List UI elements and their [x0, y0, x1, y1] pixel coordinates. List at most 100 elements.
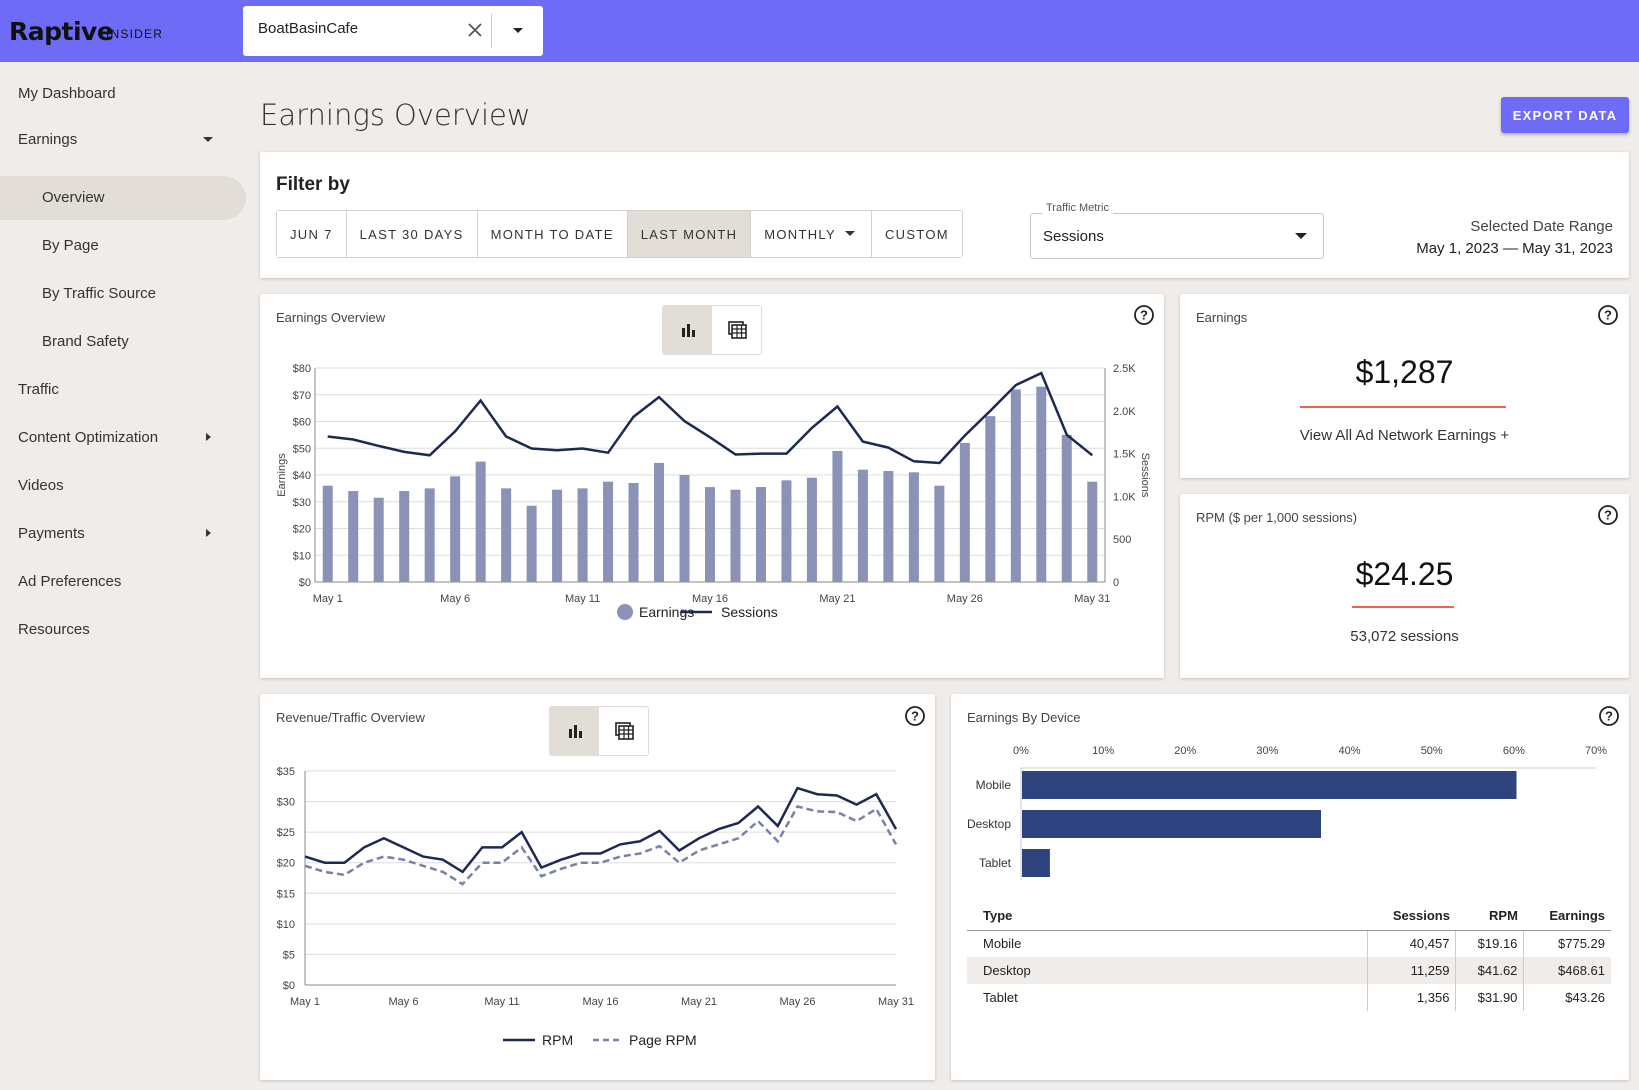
raptive-logo[interactable]: Raptive: [9, 17, 114, 46]
device-bar: [1022, 810, 1321, 838]
page-rpm-line: [304, 805, 898, 886]
view-toggle: [662, 305, 762, 355]
y-tick-label: $25: [277, 827, 295, 839]
y-tick-label: $5: [283, 949, 295, 961]
cell-sessions: 40,457: [1366, 930, 1456, 957]
sidebar-item-traffic[interactable]: Traffic: [0, 368, 246, 412]
column-header-sessions[interactable]: Sessions: [1367, 902, 1456, 931]
y-tick-label: $20: [277, 858, 295, 870]
filter-title: Filter by: [276, 174, 350, 195]
chart-view-button[interactable]: [550, 707, 599, 755]
table-row: Desktop 11,259 $41.62 $468.61: [967, 957, 1611, 984]
clear-icon[interactable]: [461, 16, 489, 44]
filter-card: Filter by JUN 7 LAST 30 DAYS MONTH TO DA…: [260, 152, 1629, 278]
card-title: Earnings: [1196, 310, 1248, 325]
y2-tick-label: 1.5K: [1113, 449, 1136, 461]
y2-tick-label: 2.5K: [1113, 363, 1136, 375]
cell-rpm: $19.16: [1455, 930, 1524, 957]
earnings-bar: [322, 485, 333, 582]
y2-tick-label: 1.0K: [1113, 491, 1136, 503]
sidebar-item-videos[interactable]: Videos: [0, 464, 246, 508]
sidebar-item-ad-preferences[interactable]: Ad Preferences: [0, 560, 246, 604]
sidebar-item-payments[interactable]: Payments: [0, 512, 246, 556]
device-bar: [1022, 849, 1050, 877]
sidebar-item-content-optimization[interactable]: Content Optimization: [0, 416, 246, 460]
x-tick-label: May 1: [313, 593, 343, 605]
help-icon[interactable]: ?: [1133, 304, 1155, 326]
column-header-rpm[interactable]: RPM: [1455, 902, 1524, 931]
sidebar-item-by-traffic-source[interactable]: By Traffic Source: [0, 272, 246, 316]
view-all-ad-network-earnings-link[interactable]: View All Ad Network Earnings +: [1299, 427, 1510, 444]
rpm-stat-card: RPM ($ per 1,000 sessions) ? $24.25 53,0…: [1180, 494, 1629, 678]
column-header-type[interactable]: Type: [967, 902, 1367, 931]
column-header-earnings[interactable]: Earnings: [1523, 902, 1611, 931]
sidebar-item-earnings[interactable]: Earnings: [0, 118, 246, 162]
table-view-button[interactable]: [712, 306, 761, 354]
x-tick-label: May 26: [779, 996, 815, 1008]
device-bar-chart: 0% 10% 20% 30% 40% 50% 60% 70% Mobile Desktop Tabl…: [967, 745, 1607, 880]
x-tick-label: 30%: [1256, 745, 1278, 757]
caret-down-icon: [844, 231, 855, 236]
filter-last-month-button[interactable]: LAST MONTH: [627, 211, 752, 257]
export-data-button[interactable]: EXPORT DATA: [1501, 97, 1629, 133]
filter-custom-button[interactable]: CUSTOM: [871, 211, 962, 257]
table-icon: [727, 321, 747, 339]
legend-label: RPM: [542, 1032, 573, 1048]
sidebar-item-brand-safety[interactable]: Brand Safety: [0, 320, 246, 364]
y-axis-label: Earnings: [276, 453, 288, 497]
y-tick-label: $0: [299, 577, 311, 589]
earnings-bar: [373, 497, 384, 582]
caret-right-icon: [202, 526, 214, 540]
earnings-bar: [1036, 386, 1047, 582]
help-icon[interactable]: ?: [904, 705, 926, 727]
help-icon[interactable]: ?: [1597, 504, 1619, 526]
sidebar-item-by-page[interactable]: By Page: [0, 224, 246, 268]
earnings-bar: [450, 476, 461, 582]
help-icon[interactable]: ?: [1597, 304, 1619, 326]
filter-month-to-date-button[interactable]: MONTH TO DATE: [477, 211, 628, 257]
earnings-bar: [1061, 434, 1072, 582]
earnings-value: $1,287: [1355, 354, 1454, 390]
page-title: Earnings Overview: [260, 98, 531, 132]
earnings-bar: [832, 450, 843, 582]
table-icon: [614, 722, 634, 740]
table-view-button[interactable]: [599, 707, 648, 755]
sidebar-item-resources[interactable]: Resources: [0, 608, 246, 652]
earnings-bar: [501, 488, 512, 582]
earnings-bar: [679, 475, 690, 582]
top-bar: Raptive INSIDER BoatBasinCafe: [0, 0, 1639, 62]
sidebar-item-my-dashboard[interactable]: My Dashboard: [0, 72, 246, 116]
filter-last30-button[interactable]: LAST 30 DAYS: [346, 211, 478, 257]
card-title: Revenue/Traffic Overview: [276, 710, 425, 725]
x-tick-label: May 6: [440, 593, 470, 605]
chart-view-button[interactable]: [663, 306, 712, 354]
bar-chart-icon: [568, 725, 582, 738]
svg-text:?: ?: [911, 709, 919, 724]
filter-jun7-button[interactable]: JUN 7: [277, 211, 347, 257]
site-selector[interactable]: BoatBasinCafe: [243, 6, 543, 56]
sidebar-item-overview[interactable]: Overview: [0, 176, 246, 220]
y-tick-label: $40: [293, 470, 311, 482]
cell-earnings: $775.29: [1523, 930, 1611, 957]
category-label: Mobile: [976, 778, 1012, 792]
earnings-bar: [730, 489, 741, 582]
bar-chart-icon: [681, 324, 695, 337]
traffic-metric-select[interactable]: Sessions: [1030, 213, 1324, 259]
table-header-row: Type Sessions RPM Earnings: [967, 902, 1611, 931]
earnings-bar: [348, 491, 359, 582]
x-tick-label: May 11: [484, 996, 519, 1008]
y-tick-label: $30: [293, 497, 311, 509]
site-name: BoatBasinCafe: [258, 20, 359, 37]
x-tick-label: May 1: [290, 996, 320, 1008]
filter-monthly-button[interactable]: MONTHLY: [751, 211, 872, 257]
help-icon[interactable]: ?: [1598, 705, 1620, 727]
y2-tick-label: 500: [1113, 534, 1131, 546]
sessions-count: 53,072 sessions: [1350, 628, 1459, 645]
earnings-overview-card: Earnings Overview ? $0 $10 $20 $30 $40 $50 $60…: [260, 294, 1164, 678]
y-tick-label: $50: [293, 443, 311, 455]
y-tick-label: $15: [277, 888, 295, 900]
chevron-down-icon[interactable]: [501, 16, 535, 44]
svg-text:?: ?: [1604, 508, 1612, 523]
date-filter-group: JUN 7 LAST 30 DAYS MONTH TO DATE LAST MO…: [276, 210, 963, 258]
revenue-traffic-card: Revenue/Traffic Overview ? $0 $5 $10 $15 $20…: [260, 694, 935, 1080]
